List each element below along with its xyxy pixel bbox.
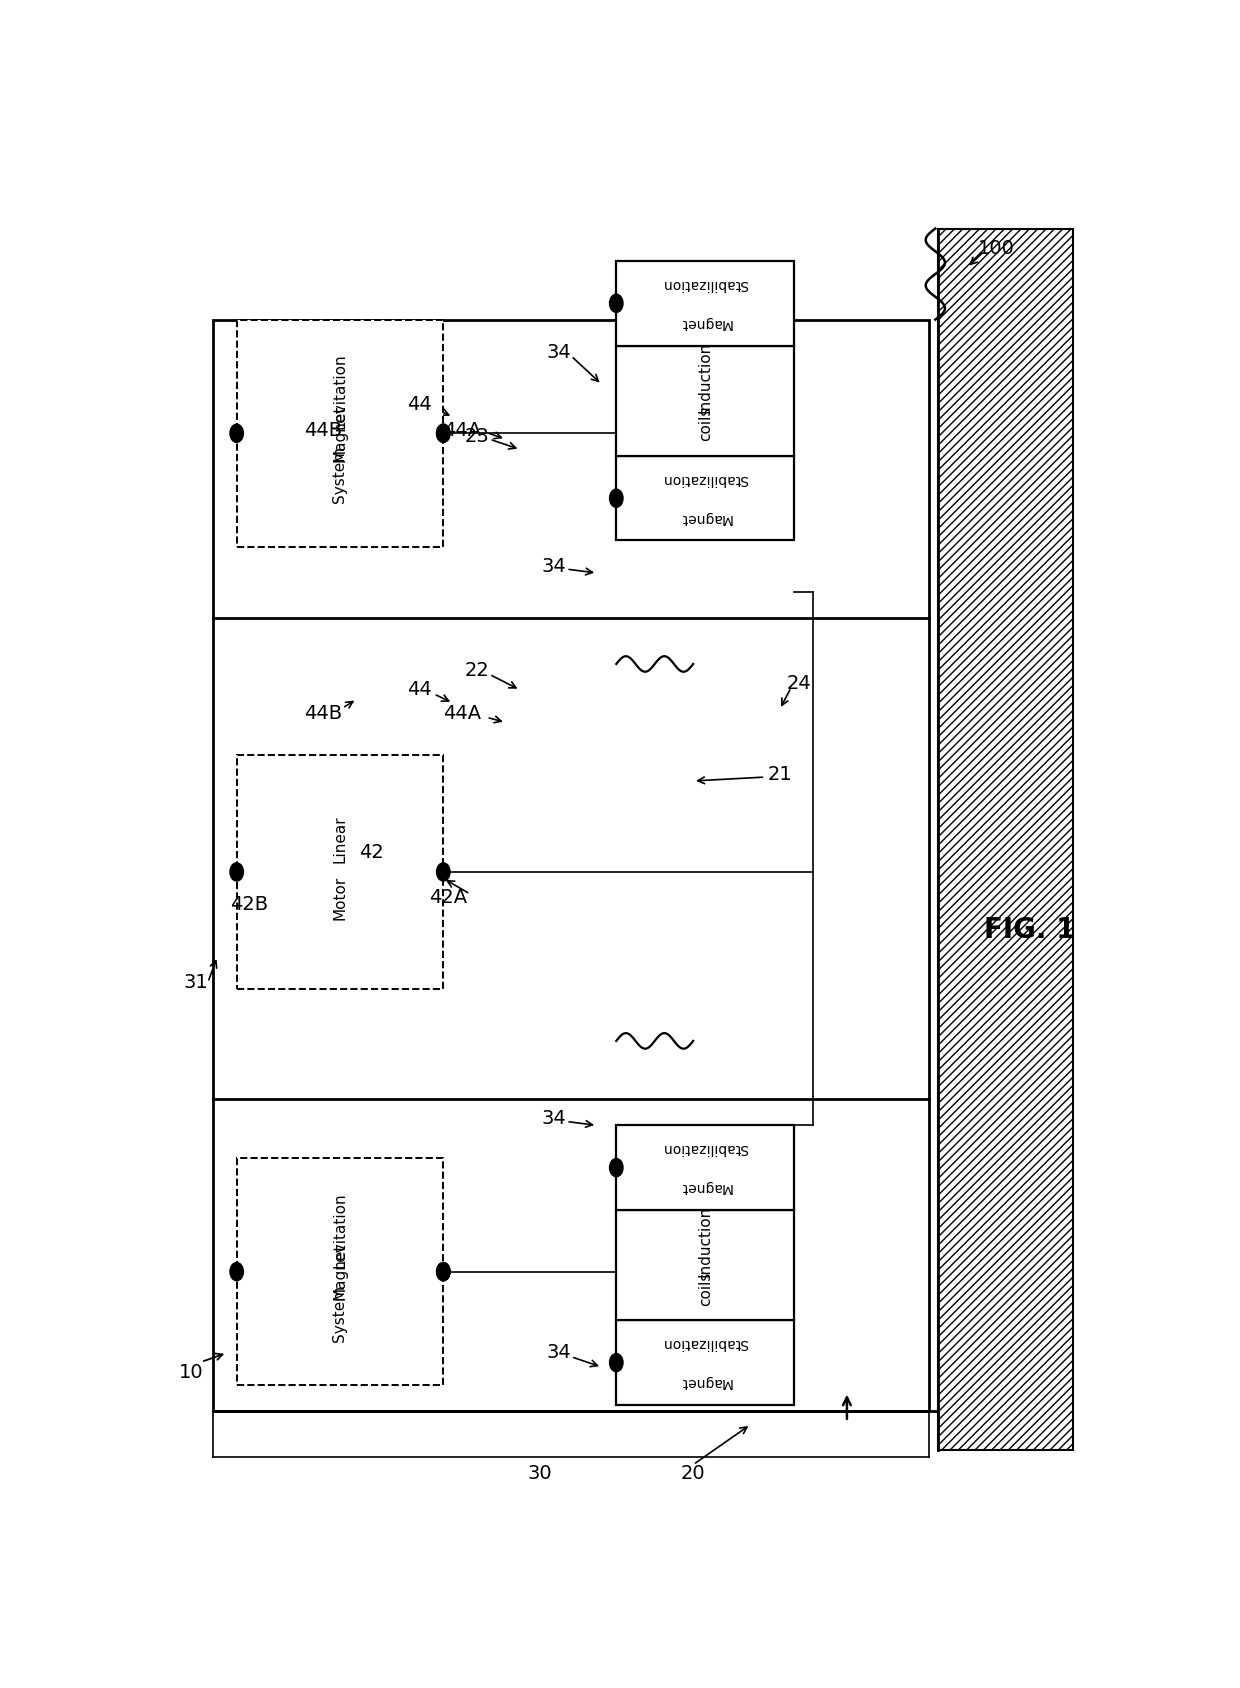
Text: Stabilization: Stabilization (662, 1337, 748, 1350)
Text: Levitation: Levitation (332, 1192, 347, 1268)
Circle shape (436, 863, 450, 881)
Text: 34: 34 (547, 1344, 570, 1362)
Text: coils: coils (698, 1271, 713, 1307)
Text: 21: 21 (768, 765, 792, 783)
Text: 42B: 42B (231, 895, 268, 913)
Text: 30: 30 (527, 1463, 552, 1484)
Text: Stabilization: Stabilization (662, 1141, 748, 1155)
Text: Linear: Linear (332, 815, 347, 863)
Text: Magnet: Magnet (680, 316, 732, 329)
Text: 44: 44 (407, 395, 432, 414)
Bar (616, 1126, 794, 1210)
Circle shape (610, 1158, 622, 1177)
Text: Stabilization: Stabilization (662, 471, 748, 486)
Bar (939, 228, 1073, 1450)
Text: Magnet: Magnet (680, 1180, 732, 1193)
Text: 44B: 44B (304, 704, 342, 722)
Bar (616, 262, 794, 346)
Bar (237, 755, 444, 989)
Text: FIG. 1: FIG. 1 (983, 917, 1075, 944)
Text: 22: 22 (465, 662, 490, 680)
Text: coils: coils (698, 407, 713, 441)
Text: 44A: 44A (444, 704, 481, 722)
Bar (237, 319, 444, 547)
Bar (616, 1320, 794, 1404)
Text: Magnet: Magnet (332, 405, 347, 463)
Text: 34: 34 (542, 1109, 567, 1128)
Text: 42: 42 (358, 842, 383, 863)
Text: System: System (332, 446, 347, 503)
Text: 34: 34 (542, 557, 567, 576)
Text: 44: 44 (407, 680, 432, 699)
Circle shape (436, 424, 450, 442)
Circle shape (436, 1263, 450, 1281)
Text: System: System (332, 1285, 347, 1342)
Text: 10: 10 (180, 1362, 203, 1382)
Text: Levitation: Levitation (332, 354, 347, 429)
Circle shape (610, 294, 622, 312)
Circle shape (436, 1263, 450, 1281)
Circle shape (610, 1354, 622, 1372)
Circle shape (229, 424, 243, 442)
Text: 44A: 44A (444, 420, 481, 439)
Text: Motor: Motor (332, 876, 347, 920)
Bar (616, 456, 794, 540)
Text: Magnet: Magnet (680, 511, 732, 525)
Text: Induction: Induction (698, 1207, 713, 1278)
Bar (616, 1210, 794, 1320)
Circle shape (436, 424, 450, 442)
Text: 31: 31 (184, 972, 208, 993)
Circle shape (610, 490, 622, 508)
Bar (237, 1158, 444, 1386)
Text: 24: 24 (786, 674, 811, 694)
Text: Magnet: Magnet (332, 1242, 347, 1300)
Bar (616, 346, 794, 456)
Circle shape (229, 863, 243, 881)
Text: 100: 100 (977, 238, 1014, 258)
Text: Stabilization: Stabilization (662, 277, 748, 290)
Text: 23: 23 (465, 427, 490, 446)
Bar (213, 319, 929, 1411)
Text: 20: 20 (681, 1463, 706, 1484)
Circle shape (229, 1263, 243, 1281)
Text: 34: 34 (547, 343, 570, 361)
Text: 42A: 42A (429, 888, 467, 908)
Text: 44B: 44B (304, 420, 342, 439)
Text: Induction: Induction (698, 341, 713, 414)
Text: Magnet: Magnet (680, 1376, 732, 1389)
